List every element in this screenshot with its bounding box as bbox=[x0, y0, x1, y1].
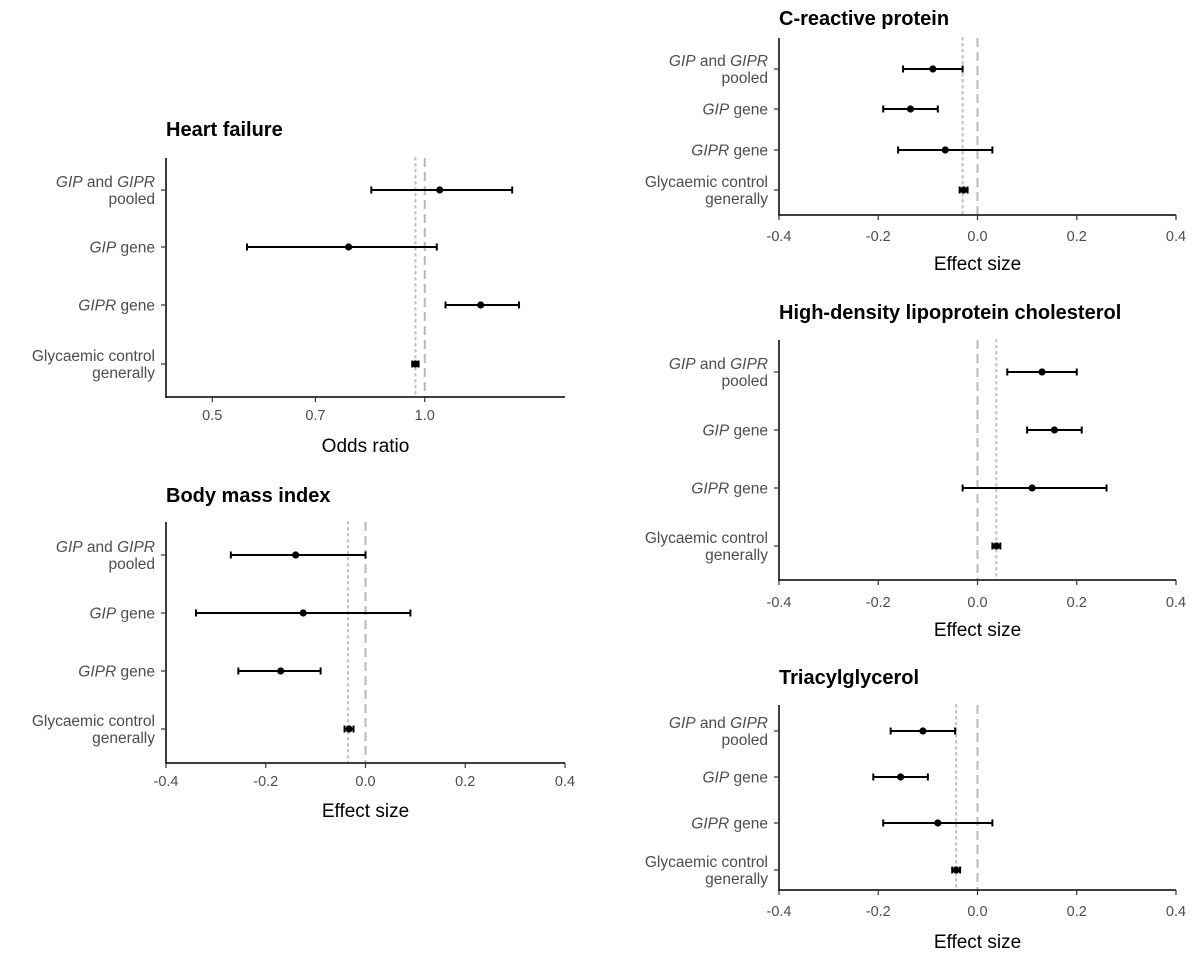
x-tick-label: -0.2 bbox=[866, 229, 891, 245]
point-estimate bbox=[992, 542, 1000, 550]
row-label-line2: pooled bbox=[721, 70, 768, 87]
x-tick-label: 0.4 bbox=[1166, 904, 1186, 920]
x-tick-label: 0.4 bbox=[555, 774, 575, 790]
row-label: GIP and GIPR bbox=[669, 53, 768, 70]
panel-3: High-density lipoprotein cholesterol -0.4… bbox=[645, 302, 1186, 641]
x-tick-label: 0.2 bbox=[455, 774, 475, 790]
row-label: GIP and GIPR bbox=[669, 715, 768, 732]
x-tick-label: -0.4 bbox=[767, 595, 792, 611]
row-label: GIP gene bbox=[90, 606, 156, 623]
panel-title: Heart failure bbox=[166, 119, 283, 141]
x-tick-label: 0.4 bbox=[1166, 595, 1186, 611]
x-tick-label: -0.2 bbox=[253, 774, 278, 790]
row-label: GIPR gene bbox=[78, 664, 155, 681]
row-label-line2: generally bbox=[705, 191, 768, 208]
point-estimate bbox=[277, 667, 285, 675]
x-axis-title: Effect size bbox=[934, 932, 1021, 953]
x-tick-label: -0.4 bbox=[767, 904, 792, 920]
row-label: Glycaemic control bbox=[645, 530, 768, 547]
row-label: GIPR gene bbox=[691, 143, 768, 160]
panel-title: High-density lipoprotein cholesterol bbox=[779, 302, 1121, 324]
row-label-line2: generally bbox=[92, 730, 155, 747]
row-label-line2: generally bbox=[92, 365, 155, 382]
point-estimate bbox=[477, 301, 485, 309]
point-estimate bbox=[960, 186, 968, 194]
point-estimate bbox=[1028, 484, 1036, 492]
x-tick-label: -0.4 bbox=[767, 229, 792, 245]
point-estimate bbox=[436, 186, 444, 194]
point-estimate bbox=[1050, 426, 1059, 434]
x-tick-label: 1.0 bbox=[415, 408, 435, 424]
row-label: Glycaemic control bbox=[645, 174, 768, 191]
panel-0: Heart failure 0.5 0.7 1.0 Odds ratio GIP and … bbox=[32, 119, 565, 457]
row-label: GIP and GIPR bbox=[56, 174, 155, 191]
x-tick-label: 0.4 bbox=[1166, 229, 1186, 245]
panel-2: C-reactive protein -0.4 -0.2 0.0 0.2 0.4 Effec… bbox=[645, 8, 1186, 275]
panel-4: Triacylglycerol -0.4 -0.2 0.0 0.2 0.4 Effect s… bbox=[645, 667, 1186, 953]
point-estimate bbox=[929, 65, 937, 73]
x-axis-title: Odds ratio bbox=[322, 436, 410, 457]
point-estimate bbox=[919, 727, 927, 735]
panel-title: C-reactive protein bbox=[779, 8, 949, 30]
row-label: GIP gene bbox=[703, 423, 769, 440]
row-label-line2: pooled bbox=[108, 191, 155, 208]
x-tick-label: 0.2 bbox=[1067, 904, 1087, 920]
x-tick-label: 0.2 bbox=[1067, 229, 1087, 245]
point-estimate bbox=[952, 866, 960, 874]
panel-1: Body mass index -0.4 -0.2 0.0 0.2 0.4 Effect s… bbox=[32, 485, 575, 822]
row-label: GIP gene bbox=[703, 770, 769, 787]
x-tick-label: 0.0 bbox=[355, 774, 375, 790]
x-axis-title: Effect size bbox=[934, 254, 1021, 275]
panel-title: Triacylglycerol bbox=[779, 667, 919, 689]
row-label: GIP and GIPR bbox=[56, 539, 155, 556]
row-label: Glycaemic control bbox=[32, 713, 155, 730]
row-label: Glycaemic control bbox=[32, 348, 155, 365]
row-label: GIP and GIPR bbox=[669, 356, 768, 373]
x-tick-label: -0.2 bbox=[866, 595, 891, 611]
point-estimate bbox=[1038, 368, 1046, 376]
x-tick-label: 0.7 bbox=[305, 408, 325, 424]
x-tick-label: 0.0 bbox=[967, 229, 987, 245]
row-label-line2: generally bbox=[705, 871, 768, 888]
row-label: Glycaemic control bbox=[645, 854, 768, 871]
x-tick-label: 0.2 bbox=[1067, 595, 1087, 611]
point-estimate bbox=[345, 725, 353, 733]
row-label-line2: generally bbox=[705, 547, 768, 564]
x-tick-label: 0.5 bbox=[202, 408, 222, 424]
x-tick-label: 0.0 bbox=[967, 595, 987, 611]
x-tick-label: -0.4 bbox=[154, 774, 179, 790]
point-estimate bbox=[299, 609, 307, 617]
x-axis-title: Effect size bbox=[322, 801, 409, 822]
x-axis-title: Effect size bbox=[934, 620, 1021, 641]
point-estimate bbox=[941, 146, 949, 154]
row-label: GIPR gene bbox=[691, 481, 768, 498]
row-label: GIP gene bbox=[90, 240, 156, 257]
row-label: GIPR gene bbox=[78, 298, 155, 315]
row-label: GIP gene bbox=[703, 102, 769, 119]
point-estimate bbox=[906, 105, 915, 113]
x-tick-label: -0.2 bbox=[866, 904, 891, 920]
point-estimate bbox=[896, 773, 905, 781]
panel-title: Body mass index bbox=[166, 485, 331, 507]
point-estimate bbox=[411, 360, 420, 368]
point-estimate bbox=[934, 819, 942, 827]
point-estimate bbox=[292, 551, 300, 559]
x-tick-label: 0.0 bbox=[967, 904, 987, 920]
row-label-line2: pooled bbox=[721, 732, 768, 749]
row-label-line2: pooled bbox=[108, 556, 155, 573]
point-estimate bbox=[344, 243, 353, 251]
row-label: GIPR gene bbox=[691, 816, 768, 833]
row-label-line2: pooled bbox=[721, 373, 768, 390]
